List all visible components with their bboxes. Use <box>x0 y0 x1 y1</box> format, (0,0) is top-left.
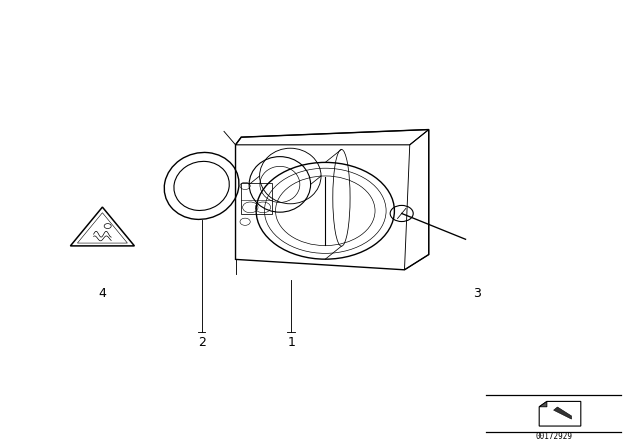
Text: 1: 1 <box>287 336 295 349</box>
Text: 2: 2 <box>198 336 205 349</box>
Text: 00172929: 00172929 <box>535 432 572 441</box>
Polygon shape <box>554 407 572 419</box>
Text: 4: 4 <box>99 287 106 300</box>
Text: 3: 3 <box>473 287 481 300</box>
Polygon shape <box>540 401 547 407</box>
